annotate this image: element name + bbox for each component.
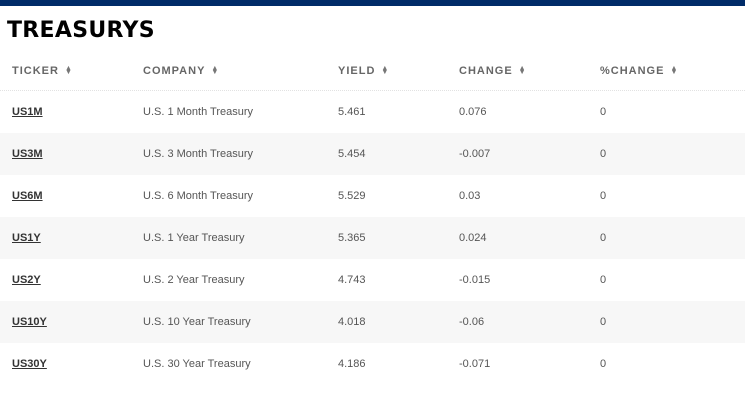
cell-yield: 4.743 bbox=[338, 274, 366, 286]
ticker-link[interactable]: US1M bbox=[12, 106, 43, 118]
cell-yield: 5.454 bbox=[338, 148, 366, 160]
table-row: US10Y U.S. 10 Year Treasury 4.018 -0.06 0 bbox=[0, 301, 745, 343]
column-label: %CHANGE bbox=[600, 65, 665, 77]
cell-change: -0.007 bbox=[459, 148, 491, 160]
sort-icon[interactable]: ▲ ▼ bbox=[64, 65, 72, 77]
cell-yield: 4.186 bbox=[338, 358, 366, 370]
table-row: US1M U.S. 1 Month Treasury 5.461 0.076 0 bbox=[0, 91, 745, 133]
sort-icon[interactable]: ▲ ▼ bbox=[670, 65, 678, 77]
ticker-link[interactable]: US10Y bbox=[12, 316, 47, 328]
ticker-link[interactable]: US30Y bbox=[12, 358, 47, 370]
top-bar bbox=[0, 0, 745, 6]
table-header: TICKER ▲ ▼ COMPANY ▲ ▼ YIELD ▲ ▼ CHANGE ▲ ▼ %CHANGE ▲… bbox=[0, 52, 745, 91]
cell-yield: 5.461 bbox=[338, 106, 366, 118]
cell-company: U.S. 10 Year Treasury bbox=[143, 316, 251, 328]
table-row: US3M U.S. 3 Month Treasury 5.454 -0.007 0 bbox=[0, 133, 745, 175]
cell-company: U.S. 6 Month Treasury bbox=[143, 190, 254, 202]
cell-change: -0.015 bbox=[459, 274, 491, 286]
cell-yield: 4.018 bbox=[338, 316, 366, 328]
cell-company: U.S. 30 Year Treasury bbox=[143, 358, 251, 370]
ticker-link[interactable]: US3M bbox=[12, 148, 43, 160]
cell-company: U.S. 1 Month Treasury bbox=[143, 106, 254, 118]
cell-change: 0.024 bbox=[459, 232, 487, 244]
column-label: YIELD bbox=[338, 65, 376, 77]
cell-pctchange: 0 bbox=[600, 148, 607, 160]
cell-pctchange: 0 bbox=[600, 106, 607, 118]
cell-pctchange: 0 bbox=[600, 274, 607, 286]
table-row: US6M U.S. 6 Month Treasury 5.529 0.03 0 bbox=[0, 175, 745, 217]
ticker-link[interactable]: US6M bbox=[12, 190, 43, 202]
sort-icon[interactable]: ▲ ▼ bbox=[211, 65, 219, 77]
cell-pctchange: 0 bbox=[600, 316, 607, 328]
ticker-link[interactable]: US1Y bbox=[12, 232, 41, 244]
column-label: TICKER bbox=[12, 65, 59, 77]
column-label: CHANGE bbox=[459, 65, 513, 77]
table-row: US30Y U.S. 30 Year Treasury 4.186 -0.071 0 bbox=[0, 343, 745, 385]
cell-company: U.S. 1 Year Treasury bbox=[143, 232, 245, 244]
cell-company: U.S. 3 Month Treasury bbox=[143, 148, 254, 160]
table-row: US1Y U.S. 1 Year Treasury 5.365 0.024 0 bbox=[0, 217, 745, 259]
cell-yield: 5.529 bbox=[338, 190, 366, 202]
cell-yield: 5.365 bbox=[338, 232, 366, 244]
sort-icon[interactable]: ▲ ▼ bbox=[518, 65, 526, 77]
cell-pctchange: 0 bbox=[600, 232, 607, 244]
column-label: COMPANY bbox=[143, 65, 206, 77]
cell-company: U.S. 2 Year Treasury bbox=[143, 274, 245, 286]
column-header-ticker[interactable]: TICKER ▲ ▼ bbox=[12, 52, 72, 90]
cell-change: -0.071 bbox=[459, 358, 491, 370]
cell-pctchange: 0 bbox=[600, 190, 607, 202]
column-header-pctchange[interactable]: %CHANGE ▲ ▼ bbox=[600, 52, 677, 90]
column-header-company[interactable]: COMPANY ▲ ▼ bbox=[143, 52, 218, 90]
cell-change: -0.06 bbox=[459, 316, 485, 328]
ticker-link[interactable]: US2Y bbox=[12, 274, 41, 286]
treasurys-table: TICKER ▲ ▼ COMPANY ▲ ▼ YIELD ▲ ▼ CHANGE ▲ ▼ %CHANGE ▲… bbox=[0, 52, 745, 385]
cell-pctchange: 0 bbox=[600, 358, 607, 370]
sort-icon[interactable]: ▲ ▼ bbox=[381, 65, 389, 77]
table-row: US2Y U.S. 2 Year Treasury 4.743 -0.015 0 bbox=[0, 259, 745, 301]
cell-change: 0.03 bbox=[459, 190, 481, 202]
column-header-change[interactable]: CHANGE ▲ ▼ bbox=[459, 52, 526, 90]
column-header-yield[interactable]: YIELD ▲ ▼ bbox=[338, 52, 388, 90]
cell-change: 0.076 bbox=[459, 106, 487, 118]
page-title: TREASURYS bbox=[7, 18, 155, 43]
